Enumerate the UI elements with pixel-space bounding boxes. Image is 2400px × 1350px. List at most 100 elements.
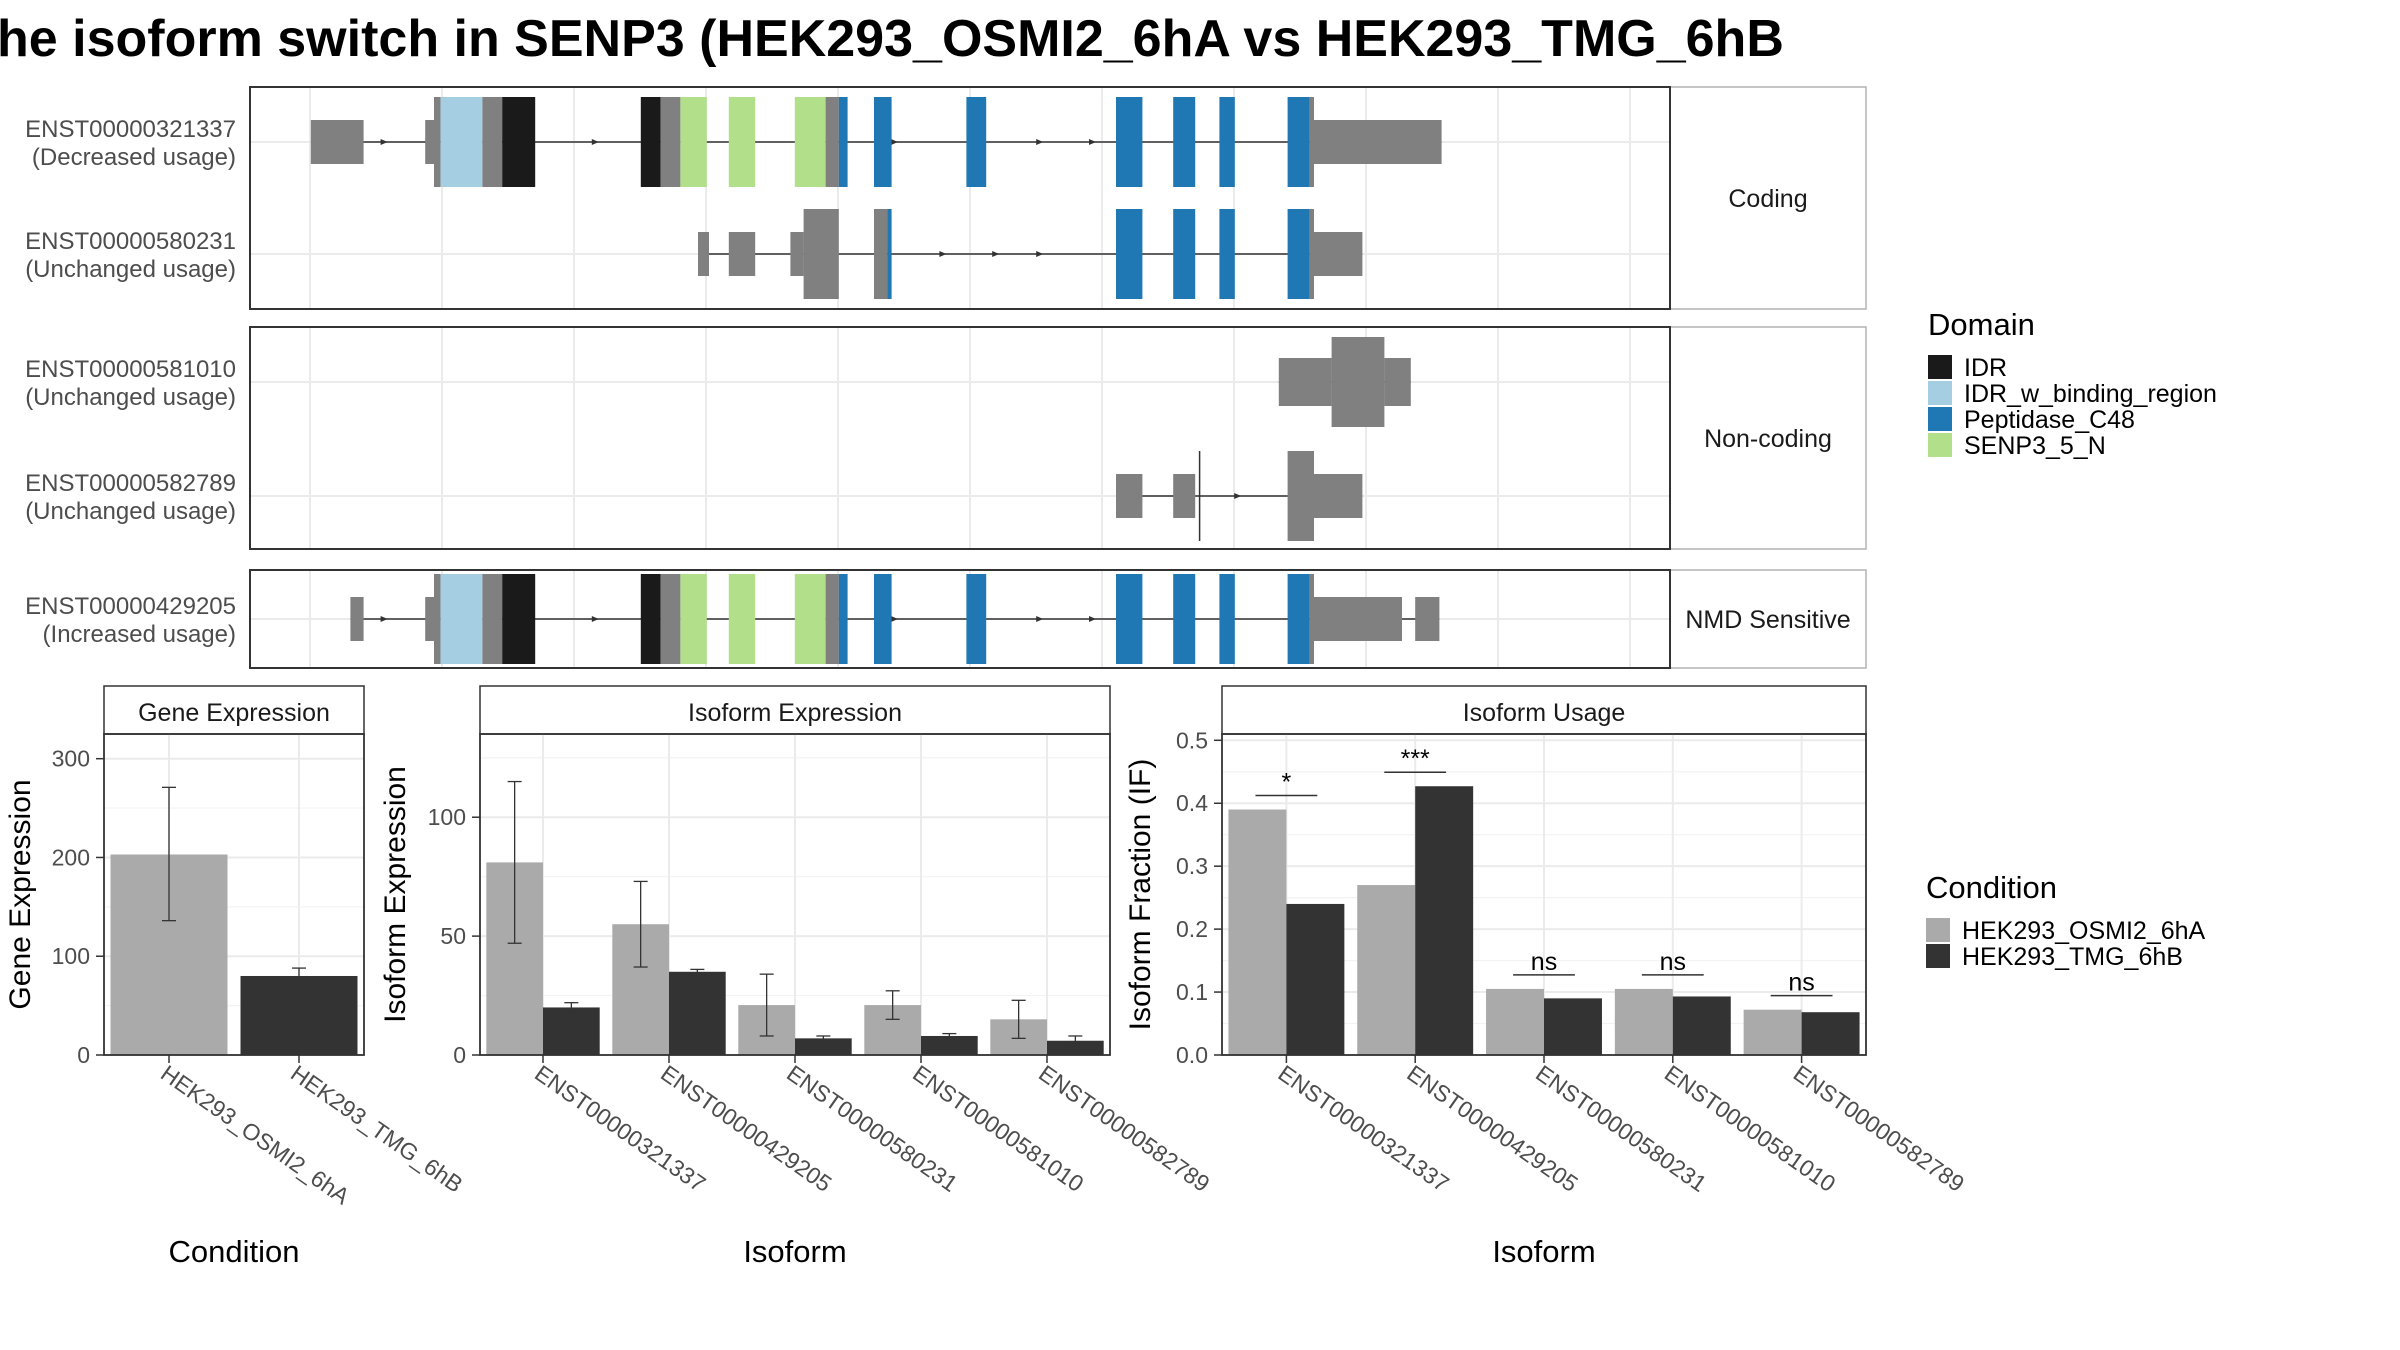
significance-label: ns [1660, 948, 1686, 976]
exon-cds [434, 97, 441, 187]
transcript-row: ENST00000582789(Unchanged usage) [25, 451, 1363, 541]
bar [1672, 996, 1731, 1055]
exon-IDR_w_binding_region [440, 574, 483, 664]
strand-arrow [1036, 139, 1044, 145]
strand-arrow [1089, 616, 1096, 622]
exon-cds [482, 97, 503, 187]
transcript-usage-label: (Unchanged usage) [25, 384, 236, 411]
exon-Peptidase_C48 [838, 97, 848, 187]
exon-Peptidase_C48 [874, 97, 892, 187]
strand-arrow [891, 139, 898, 145]
exon-IDR [640, 97, 661, 187]
bar [795, 1038, 852, 1055]
strand-arrow [380, 139, 388, 145]
transcript-usage-label: (Unchanged usage) [25, 498, 236, 525]
exon-cds [1116, 474, 1143, 518]
y-tick-label: 0.4 [1176, 790, 1208, 816]
panel-background [250, 327, 1670, 549]
chart-title: Isoform Usage [1463, 699, 1626, 727]
exon-Peptidase_C48 [1287, 97, 1310, 187]
legends: Domain IDRIDR_w_binding_regionPeptidase_C… [1926, 307, 2217, 971]
strand-arrow [1089, 139, 1096, 145]
transcript-row: ENST00000429205(Increased usage) [25, 574, 1440, 664]
exon-utr [425, 597, 434, 641]
bar [669, 971, 726, 1055]
transcript-usage-label: (Decreased usage) [32, 144, 236, 171]
bar [1415, 786, 1474, 1055]
strand-arrow [992, 251, 1000, 257]
legend-label: HEK293_OSMI2_6hA [1962, 917, 2206, 945]
exon-Peptidase_C48 [1116, 97, 1143, 187]
exon-SENP3_5_N [794, 574, 826, 664]
exon-IDR [502, 97, 536, 187]
panel-border [249, 326, 1671, 550]
transcript-row: ENST00000580231(Unchanged usage) [25, 209, 1363, 299]
exon-cds [434, 574, 441, 664]
bar [1228, 809, 1287, 1055]
y-tick-label: 0.1 [1176, 979, 1208, 1005]
exon-IDR [640, 574, 661, 664]
exon-utr [698, 232, 709, 276]
bar [1614, 988, 1673, 1055]
y-tick-label: 100 [52, 943, 90, 969]
transcript-id-label: ENST00000581010 [25, 356, 236, 383]
structure-panel: NMD Sensitive ENST00000429205(Increased u… [25, 569, 1867, 669]
y-axis-title: Gene Expression [4, 779, 37, 1009]
exon-SENP3_5_N [728, 97, 756, 187]
chart-border [103, 733, 365, 1056]
y-tick-label: 0.3 [1176, 853, 1208, 879]
bar-charts: Gene Expression0100200300HEK293_OSMI2_6h… [4, 685, 1969, 1269]
legend-label: Peptidase_C48 [1964, 406, 2135, 434]
exon-cds [660, 574, 681, 664]
legend-key-IDR_w_binding_region [1928, 381, 1952, 405]
exon-utr [1415, 597, 1440, 641]
transcript-id-label: ENST00000582789 [25, 470, 236, 497]
facet-strip-label: NMD Sensitive [1685, 606, 1850, 634]
domain-legend-title: Domain [1928, 307, 2035, 342]
exon-Peptidase_C48 [1116, 209, 1143, 299]
strand-arrow [1036, 616, 1044, 622]
bar [1286, 903, 1345, 1055]
y-tick-label: 0.2 [1176, 916, 1208, 942]
legend-key-cond_b [1926, 944, 1950, 968]
y-tick-label: 200 [52, 844, 90, 870]
facet-strip [1669, 86, 1867, 310]
exon-Peptidase_C48 [966, 574, 987, 664]
exon-Peptidase_C48 [1219, 574, 1235, 664]
exon-SENP3_5_N [680, 574, 707, 664]
bar-chart: Isoform Expression050100ENST00000321337E… [379, 685, 1215, 1269]
bar [240, 975, 358, 1055]
exon-SENP3_5_N [728, 574, 756, 664]
strand-arrow [380, 616, 388, 622]
panel-border [249, 569, 1671, 669]
exon-cds [1384, 358, 1411, 406]
exon-utr [310, 120, 364, 164]
exon-utr [1314, 120, 1442, 164]
y-tick-label: 0 [453, 1042, 466, 1068]
legend-key-cond_a [1926, 918, 1950, 942]
transcript-usage-label: (Increased usage) [43, 621, 236, 648]
strand-arrow [939, 251, 947, 257]
exon-SENP3_5_N [794, 97, 826, 187]
x-axis-title: Condition [169, 1234, 300, 1269]
bar [1486, 988, 1544, 1055]
exon-Peptidase_C48 [1173, 574, 1196, 664]
bar-chart: Isoform Usage0.00.10.20.30.40.5*ENST0000… [1124, 685, 1969, 1269]
exon-cds [1309, 97, 1314, 187]
strand-arrow [591, 139, 599, 145]
exon-cds [1309, 574, 1314, 664]
exon-cds [825, 574, 839, 664]
x-axis-title: Isoform [1492, 1234, 1595, 1269]
chart-title: Gene Expression [138, 699, 330, 727]
bar [921, 1035, 978, 1055]
transcript-id-label: ENST00000321337 [25, 116, 236, 143]
legend-key-SENP3_5_N [1928, 433, 1952, 457]
chart-strip [1221, 685, 1867, 735]
exon-cds [482, 574, 503, 664]
exon-cds [660, 97, 681, 187]
y-axis-title: Isoform Expression [379, 766, 412, 1023]
exon-Peptidase_C48 [1219, 97, 1235, 187]
exon-Peptidase_C48 [1287, 209, 1310, 299]
